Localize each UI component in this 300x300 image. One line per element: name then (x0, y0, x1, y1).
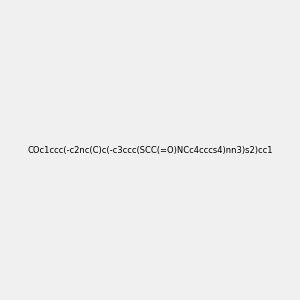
Text: COc1ccc(-c2nc(C)c(-c3ccc(SCC(=O)NCc4cccs4)nn3)s2)cc1: COc1ccc(-c2nc(C)c(-c3ccc(SCC(=O)NCc4cccs… (27, 146, 273, 154)
